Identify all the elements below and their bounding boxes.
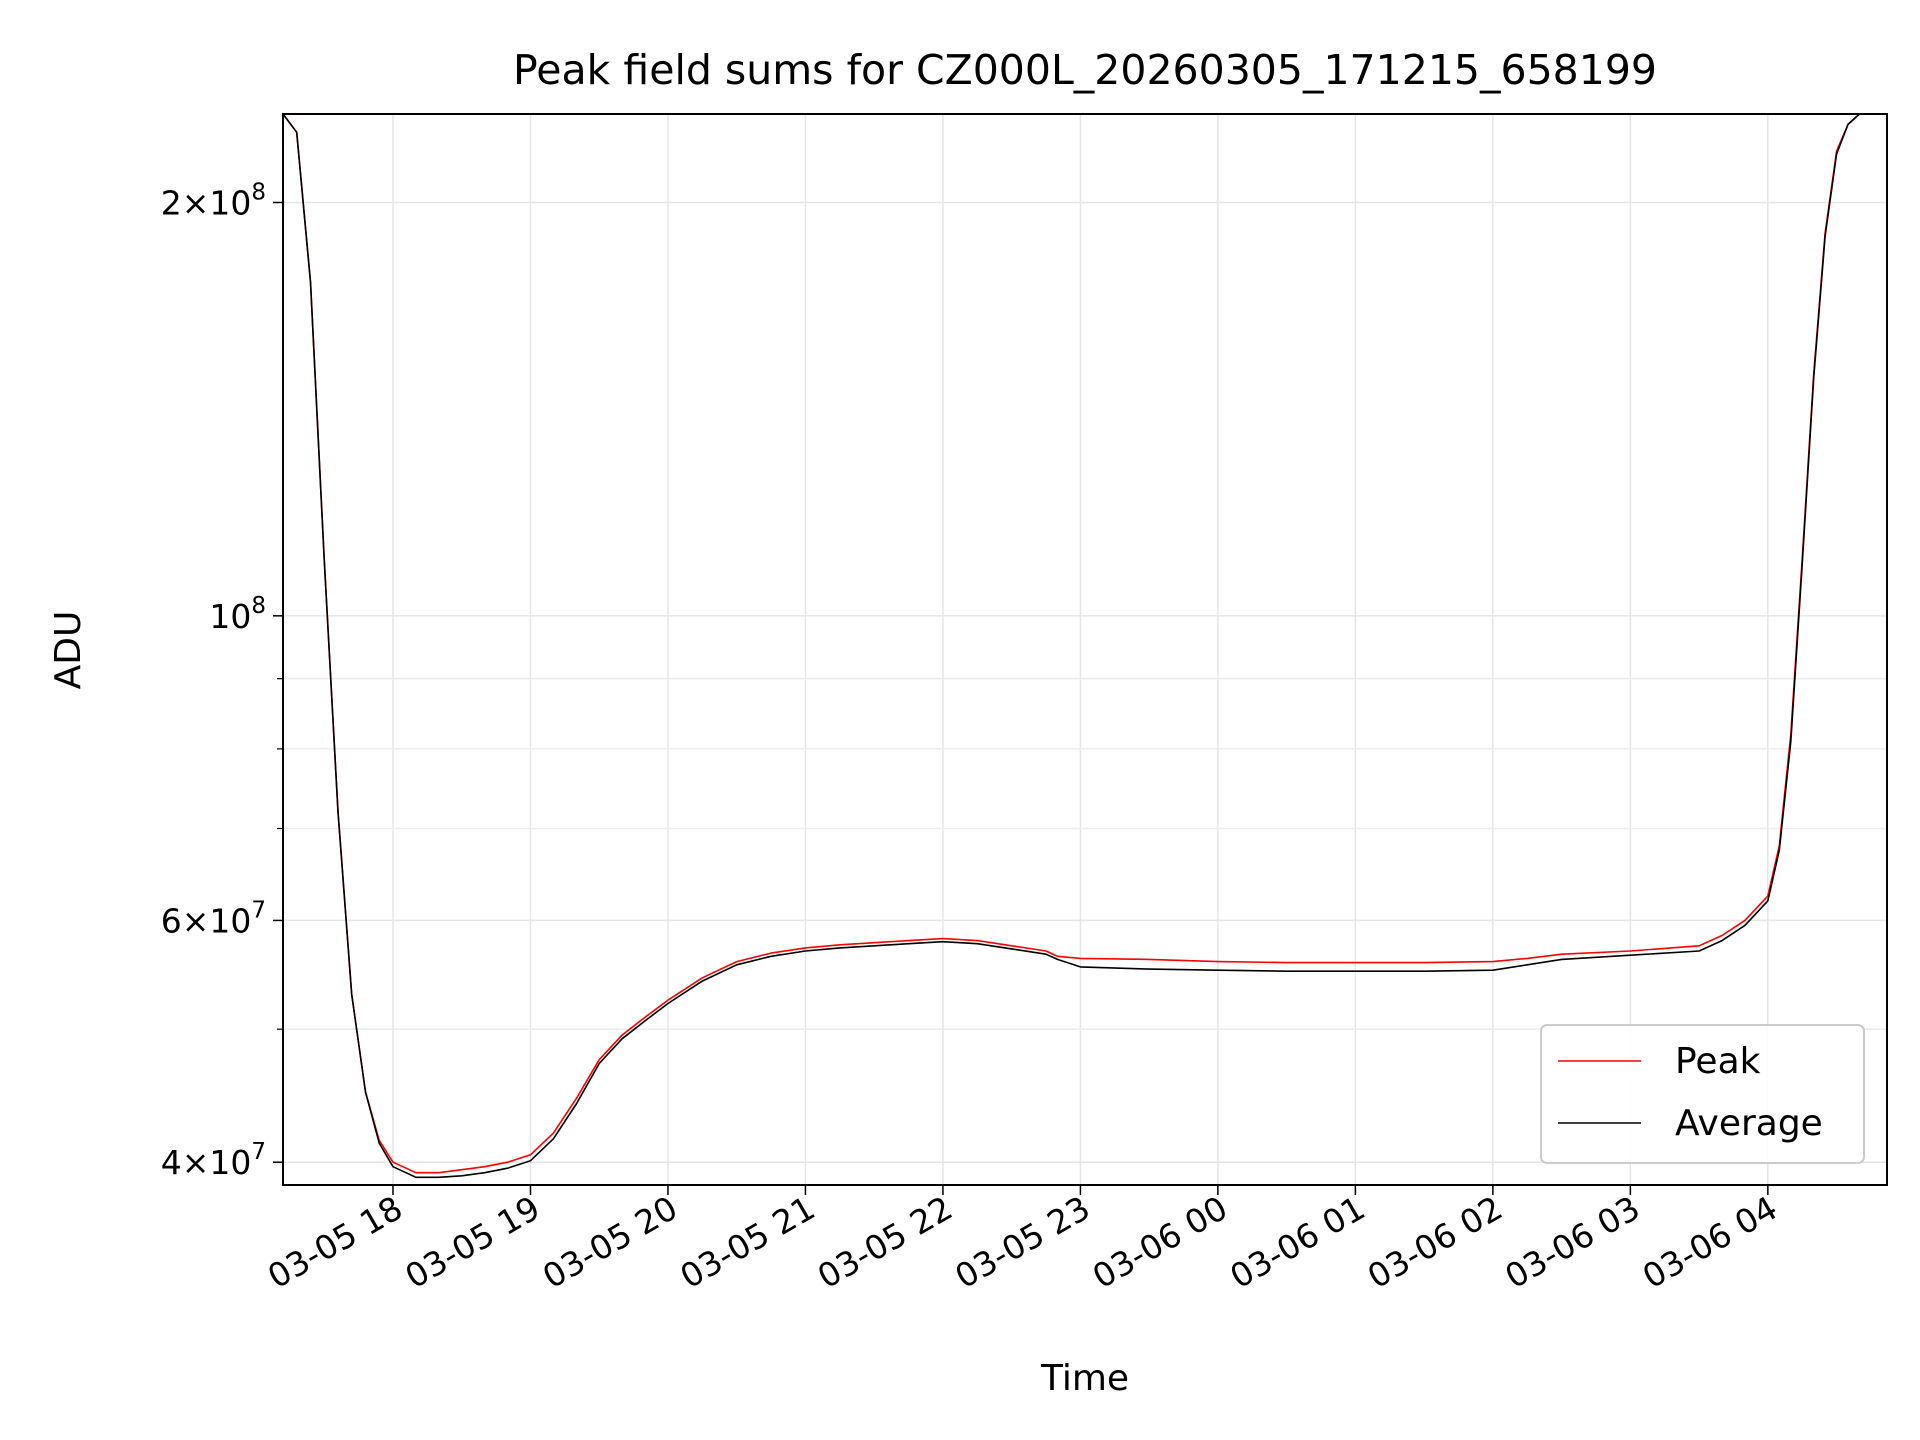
chart-title: Peak field sums for CZ000L_20260305_1712…	[513, 46, 1657, 94]
legend-label-average: Average	[1675, 1103, 1823, 1144]
legend-label-peak: Peak	[1675, 1041, 1761, 1082]
x-axis-label: Time	[1040, 1358, 1129, 1399]
x-tick-label: 03-06 03	[1498, 1188, 1646, 1296]
grid-lines	[283, 114, 1887, 1185]
x-tick-label: 03-05 22	[811, 1188, 959, 1296]
x-tick-label: 03-05 19	[398, 1188, 546, 1296]
series-lines	[282, 113, 1887, 1179]
y-tick-label: 4×107	[161, 1139, 266, 1182]
x-tick-label: 03-05 21	[673, 1188, 821, 1296]
y-tick-label: 108	[209, 593, 266, 636]
series-line-peak	[282, 113, 1887, 1174]
x-tick-label: 03-06 04	[1636, 1188, 1784, 1296]
x-tick-label: 03-05 23	[948, 1188, 1096, 1296]
x-tick-label: 03-05 20	[536, 1188, 684, 1296]
series-line-average	[282, 113, 1887, 1179]
x-tick-label: 03-06 01	[1223, 1188, 1371, 1296]
x-tick-label: 03-06 00	[1086, 1188, 1234, 1296]
y-tick-label: 2×108	[161, 180, 266, 223]
legend-box	[1540, 1024, 1865, 1164]
legend: Peak Average	[1540, 1024, 1865, 1164]
y-axis: 4×107 6×107 108 2×108	[161, 180, 283, 1182]
x-tick-label: 03-06 02	[1361, 1188, 1509, 1296]
x-tick-label: 03-05 18	[261, 1188, 409, 1296]
plot-area	[283, 114, 1887, 1185]
y-axis-label: ADU	[48, 611, 89, 690]
plot-frame	[282, 113, 1888, 1186]
y-tick-label: 6×107	[161, 897, 266, 940]
